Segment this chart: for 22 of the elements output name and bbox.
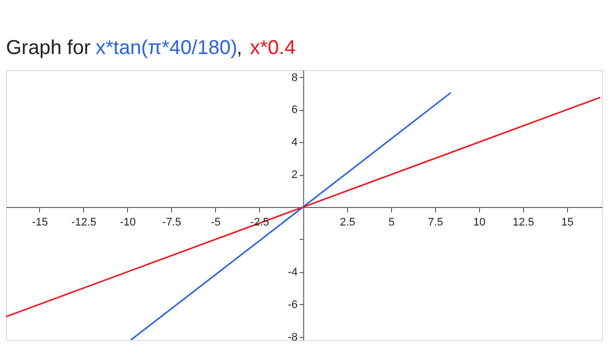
x-tick-label: -15 — [32, 216, 48, 229]
text: x*0.4 — [250, 37, 296, 59]
y-tick-label: 6 — [291, 104, 298, 116]
x-tick-label: 5 — [388, 216, 395, 229]
x-tick-label: 7.5 — [428, 216, 444, 229]
x-tick-label: 2.5 — [340, 216, 356, 229]
x-tick-label: 12.5 — [512, 216, 534, 229]
x-tick-label: -12.5 — [71, 216, 96, 229]
text: , — [236, 37, 242, 59]
text: x*tan(π*40/180) — [96, 37, 238, 59]
y-tick-label: -6 — [288, 298, 298, 311]
y-tick-label: 4 — [291, 136, 298, 149]
chart-title: Graph for — [6, 37, 91, 59]
x-tick-label: -7.5 — [162, 216, 182, 229]
x-tick-label: -10 — [120, 216, 136, 229]
y-tick-label: -4 — [288, 266, 298, 278]
x-tick-label: 15 — [561, 216, 574, 229]
x-tick-label: 10 — [473, 216, 486, 229]
y-tick-label: -8 — [288, 331, 298, 344]
x-tick-label: -5 — [210, 216, 221, 229]
y-tick-label: 2 — [291, 169, 298, 182]
y-tick-label: 8 — [291, 72, 298, 84]
